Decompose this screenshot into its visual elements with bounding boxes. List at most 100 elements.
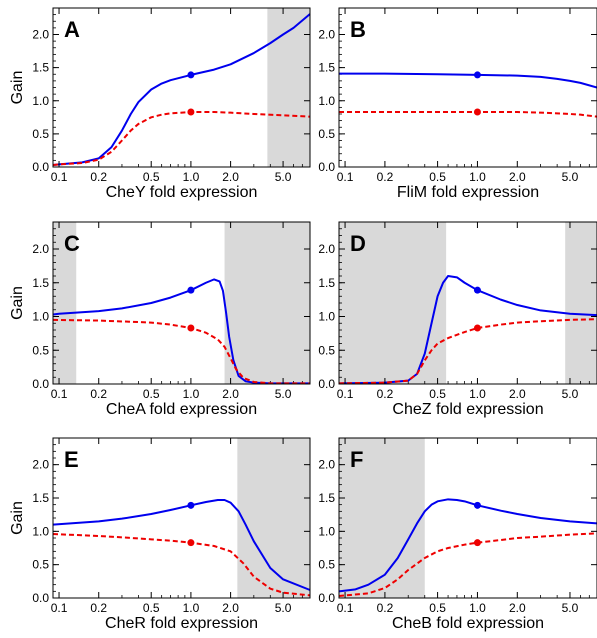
x-axis-label: FliM fold expression	[397, 184, 539, 201]
data-point	[187, 324, 195, 332]
gain-solid-curve	[52, 13, 311, 167]
plot-frame	[52, 7, 311, 168]
y-tick-label: 1.5	[318, 276, 335, 290]
shaded-region	[237, 438, 310, 598]
y-tick-label: 1.5	[318, 491, 335, 505]
x-tick-label: 0.2	[90, 170, 107, 184]
x-tick-label: 2.0	[509, 387, 526, 401]
data-point	[187, 286, 195, 294]
panel-letter: B	[350, 17, 366, 42]
x-tick-label: 0.1	[337, 170, 354, 184]
y-tick-label: 1.0	[318, 94, 335, 108]
x-tick-label: 5.0	[275, 387, 292, 401]
y-tick-label: 0.0	[318, 377, 335, 391]
data-point	[473, 71, 481, 79]
panel-f: 0.1 0.2 0.5 1.0 2.0 5.0 0.0 0.5 1.0 1.5 2.0 F CheB f…	[318, 437, 597, 632]
y-tick-label: 1.5	[318, 61, 335, 75]
y-tick-label: 1.0	[318, 310, 335, 324]
x-tick-label: 0.5	[429, 601, 446, 615]
y-tick-label: 0.5	[32, 127, 49, 141]
x-tick-label: 0.1	[51, 387, 68, 401]
panel-e: 0.1 0.2 0.5 1.0 2.0 5.0 0.0 0.5 1.0 1.5 2.0 E CheR f…	[9, 437, 311, 632]
x-tick-label: 0.1	[337, 387, 354, 401]
x-tick-label: 0.1	[337, 601, 354, 615]
x-tick-label: 0.5	[429, 387, 446, 401]
x-tick-label: 2.0	[222, 170, 239, 184]
x-axis-label: CheY fold expression	[106, 184, 258, 201]
y-tick-label: 2.0	[318, 458, 335, 472]
y-tick-label: 2.0	[32, 242, 49, 256]
y-tick-label: 2.0	[32, 28, 49, 42]
y-tick-label: 1.0	[32, 524, 49, 538]
x-tick-label: 0.2	[377, 170, 394, 184]
x-tick-label: 2.0	[222, 601, 239, 615]
x-tick-label: 5.0	[562, 170, 579, 184]
data-point	[473, 539, 481, 547]
x-tick-label: 1.0	[183, 601, 200, 615]
gain-dashed-curve	[52, 111, 311, 167]
y-tick-label: 1.0	[32, 94, 49, 108]
y-tick-label: 0.5	[318, 343, 335, 357]
y-tick-label: 1.0	[32, 310, 49, 324]
y-tick-label: 0.0	[32, 160, 49, 174]
y-tick-label: 1.5	[32, 61, 49, 75]
gain-dashed-curve	[338, 532, 597, 597]
y-tick-label: 0.0	[318, 591, 335, 605]
panel-letter: D	[350, 231, 366, 256]
x-tick-label: 2.0	[222, 387, 239, 401]
x-tick-label: 1.0	[469, 170, 486, 184]
x-tick-label: 0.5	[143, 601, 160, 615]
data-point	[187, 539, 195, 547]
shaded-region	[53, 222, 77, 384]
y-tick-label: 0.5	[318, 558, 335, 572]
plot-frame	[338, 7, 597, 168]
shaded-region	[339, 222, 447, 384]
y-tick-label: 0.0	[32, 591, 49, 605]
x-tick-label: 0.1	[51, 601, 68, 615]
y-tick-label: 0.0	[318, 160, 335, 174]
x-tick-label: 0.5	[143, 170, 160, 184]
plot-frame	[338, 221, 597, 385]
x-tick-label: 1.0	[183, 387, 200, 401]
panel-letter: C	[64, 231, 80, 256]
x-axis-label: CheA fold expression	[106, 401, 257, 418]
y-tick-label: 0.0	[32, 377, 49, 391]
gain-dashed-curve	[339, 111, 597, 118]
y-tick-label: 0.5	[32, 558, 49, 572]
shaded-region	[224, 222, 310, 384]
data-point	[187, 108, 195, 116]
data-point	[473, 324, 481, 332]
x-tick-label: 0.2	[90, 387, 107, 401]
x-tick-label: 1.0	[469, 387, 486, 401]
y-tick-label: 0.5	[318, 127, 335, 141]
data-point	[473, 108, 481, 116]
x-tick-label: 5.0	[275, 601, 292, 615]
panel-b: 0.1 0.2 0.5 1.0 2.0 5.0 0.0 0.5 1.0 1.5 2.0 B FliM f…	[318, 7, 597, 201]
x-axis-label: CheR fold expression	[105, 615, 258, 632]
gain-solid-curve	[339, 72, 597, 89]
x-tick-label: 5.0	[275, 170, 292, 184]
panel-letter: F	[350, 447, 363, 472]
data-point	[187, 71, 195, 79]
gain-solid-curve	[52, 499, 311, 591]
x-tick-label: 1.0	[183, 170, 200, 184]
x-tick-label: 0.5	[143, 387, 160, 401]
y-axis-label: Gain	[9, 71, 26, 105]
y-tick-label: 1.5	[32, 491, 49, 505]
x-tick-label: 0.2	[90, 601, 107, 615]
x-tick-label: 0.2	[377, 387, 394, 401]
y-tick-label: 2.0	[318, 242, 335, 256]
y-axis-label: Gain	[9, 501, 26, 535]
shaded-region	[565, 222, 597, 384]
x-tick-label: 0.1	[51, 170, 68, 184]
shaded-region	[267, 8, 310, 167]
y-tick-label: 1.0	[318, 524, 335, 538]
y-tick-label: 2.0	[32, 458, 49, 472]
data-point	[473, 501, 481, 509]
gain-solid-curve	[338, 498, 597, 593]
y-tick-label: 1.5	[32, 276, 49, 290]
plot-frame	[52, 221, 311, 385]
plot-area	[339, 8, 597, 167]
panel-letter: A	[64, 17, 80, 42]
